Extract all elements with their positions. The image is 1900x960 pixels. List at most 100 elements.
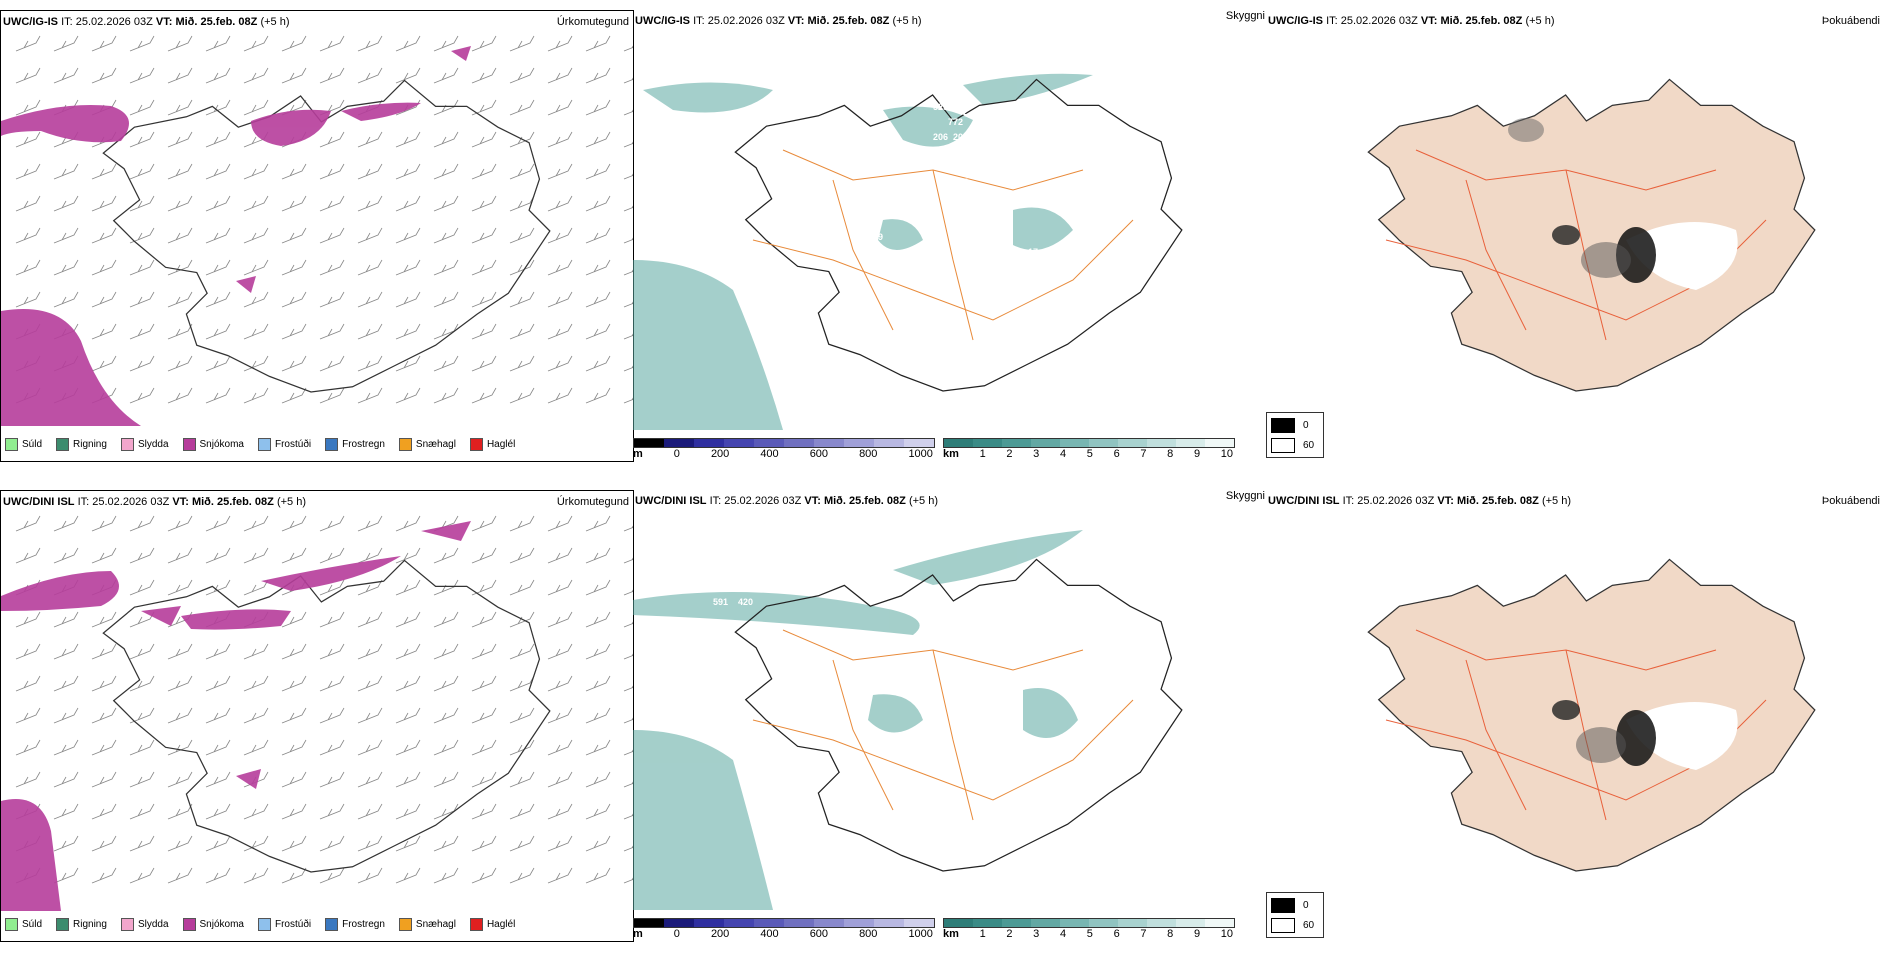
- wind-barb: [357, 643, 383, 660]
- wind-barb: [395, 611, 421, 628]
- wind-barb: [547, 323, 573, 340]
- wind-barb: [243, 547, 269, 564]
- scale-tick: 600: [809, 928, 829, 940]
- wind-barb: [509, 707, 535, 724]
- scale-tick: 7: [1140, 448, 1147, 460]
- wind-barb: [167, 643, 193, 660]
- wind-barb: [319, 67, 345, 84]
- wind-barb: [91, 675, 117, 692]
- wind-barb: [91, 835, 117, 852]
- wind-barb: [281, 803, 307, 820]
- panel-header: UWC/IG-IS IT: 25.02.2026 03Z VT: Mið. 25…: [1268, 15, 1554, 27]
- wind-barb: [547, 35, 573, 52]
- wind-barb: [585, 707, 611, 724]
- wind-barb: [167, 387, 193, 404]
- fog-areas: [1508, 118, 1738, 290]
- wind-barb: [395, 675, 421, 692]
- precip-legend-item: Frostregn: [325, 918, 385, 931]
- wind-barb: [167, 835, 193, 852]
- wind-barb: [509, 867, 535, 884]
- wind-barb: [243, 227, 269, 244]
- it-label: IT:: [77, 496, 90, 508]
- wind-barb: [129, 163, 155, 180]
- lead-time: (+5 h): [892, 15, 922, 27]
- wind-barb: [281, 611, 307, 628]
- wind-barb: [509, 227, 535, 244]
- wind-barb: [623, 109, 633, 116]
- wind-barb: [91, 259, 117, 276]
- wind-barb: [623, 589, 633, 596]
- wind-barb: [509, 643, 535, 660]
- wind-barb: [585, 675, 611, 692]
- wind-barb: [471, 99, 497, 116]
- wind-barb: [129, 291, 155, 308]
- land: [1367, 78, 1816, 392]
- lead-time: (+5 h): [908, 495, 938, 507]
- wind-barb: [15, 163, 41, 180]
- wind-barb: [395, 195, 421, 212]
- legend-label: Haglél: [486, 439, 516, 450]
- wind-barb: [395, 323, 421, 340]
- vt-value: Mið. 25.feb. 08Z: [191, 496, 274, 508]
- legend-label: Snjókoma: [199, 919, 244, 930]
- wind-barb: [433, 99, 459, 116]
- scale-tick: 10: [1220, 448, 1233, 460]
- wind-barb: [205, 835, 231, 852]
- wind-barb: [585, 611, 611, 628]
- wind-barb: [243, 739, 269, 756]
- wind-barb: [281, 675, 307, 692]
- wind-barb: [91, 803, 117, 820]
- wind-barb: [547, 611, 573, 628]
- model-name: UWC/DINI ISL: [1268, 495, 1340, 507]
- wind-barb: [547, 291, 573, 308]
- fog-legend-label: 60: [1303, 920, 1315, 931]
- wind-barb: [547, 739, 573, 756]
- wind-barb: [15, 227, 41, 244]
- wind-barb: [433, 35, 459, 52]
- wind-barb: [129, 771, 155, 788]
- wind-barb: [357, 547, 383, 564]
- scale-tick: 1000: [908, 928, 933, 940]
- wind-barb: [623, 397, 633, 404]
- fog-legend-label: 0: [1303, 420, 1309, 431]
- wind-barb: [129, 323, 155, 340]
- fog-map: [1367, 558, 1816, 872]
- precip-legend-item: Frostúði: [257, 438, 311, 451]
- visibility-label: 591: [713, 597, 728, 607]
- row-dini-isl: UWC/DINI ISL IT: 25.02.2026 03Z VT: Mið.…: [0, 490, 1900, 960]
- wind-barb: [167, 131, 193, 148]
- wind-barb: [357, 739, 383, 756]
- wind-barb: [243, 259, 269, 276]
- scale-tick: 6: [1113, 928, 1120, 940]
- wind-barb: [395, 515, 421, 532]
- fog-map: [1367, 78, 1816, 392]
- wind-barb: [243, 707, 269, 724]
- it-value: 25.02.2026 03Z: [724, 495, 802, 507]
- wind-barb: [281, 195, 307, 212]
- wind-barb: [547, 867, 573, 884]
- model-name: UWC/IG-IS: [1268, 15, 1323, 27]
- wind-barb: [433, 291, 459, 308]
- wind-barb: [205, 803, 231, 820]
- fog-legend: 0 60: [1266, 412, 1324, 458]
- wind-barb: [15, 259, 41, 276]
- wind-barb: [547, 803, 573, 820]
- scale-tick: 1: [979, 448, 986, 460]
- vt-value: Mið. 25.feb. 08Z: [823, 495, 906, 507]
- wind-barb: [433, 227, 459, 244]
- vis-m-ticks: m 0 200 400 600 800 1000: [633, 928, 933, 940]
- wind-barb: [357, 291, 383, 308]
- wind-barb: [471, 515, 497, 532]
- wind-barb: [395, 771, 421, 788]
- wind-barb: [167, 579, 193, 596]
- wind-barb: [91, 195, 117, 212]
- scale-tick: 1000: [908, 448, 933, 460]
- visibility-label: 20: [953, 132, 963, 142]
- wind-barb: [471, 611, 497, 628]
- scale-tick: 600: [809, 448, 829, 460]
- vis-m-colorbar: [633, 438, 935, 448]
- fog-legend: 0 60: [1266, 892, 1324, 938]
- wind-barb: [319, 131, 345, 148]
- legend-label: Slydda: [137, 439, 169, 450]
